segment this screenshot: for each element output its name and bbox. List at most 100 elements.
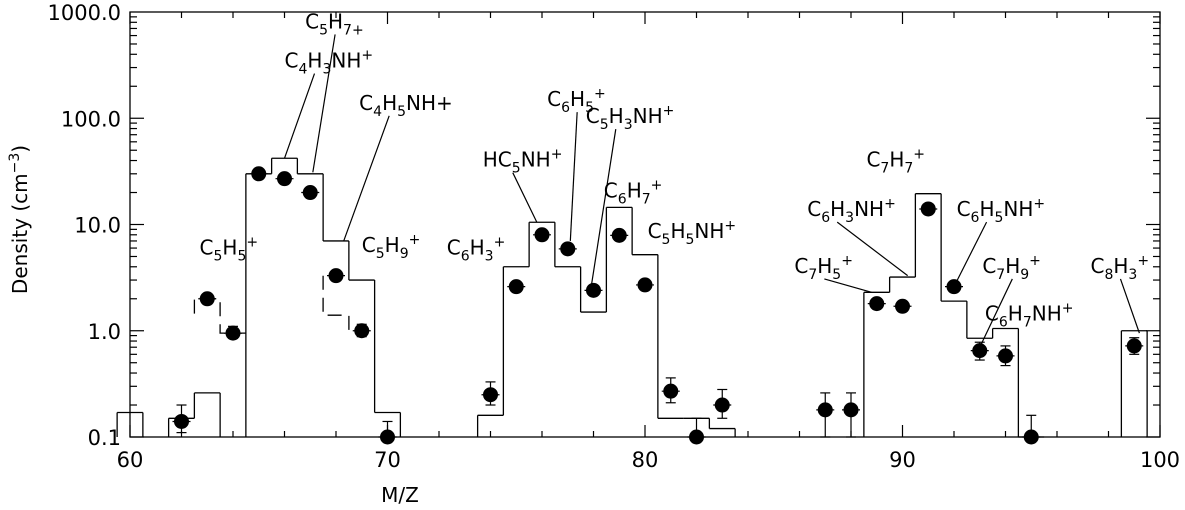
ion-label: C6H5+ — [547, 86, 606, 116]
data-marker — [174, 413, 189, 429]
data-marker — [637, 277, 653, 293]
data-point — [224, 325, 242, 341]
ion-annotation: C5H7+ — [305, 9, 364, 173]
ion-label: C4H3NH+ — [285, 48, 374, 78]
ion-annotation: C5H3NH+ — [586, 103, 674, 289]
data-marker — [199, 291, 215, 307]
data-marker — [920, 201, 936, 217]
ion-annotation: C5H9+ — [362, 232, 421, 262]
data-point — [816, 392, 835, 438]
annotation-leader — [979, 278, 1013, 348]
data-point — [507, 279, 526, 295]
data-point — [301, 185, 320, 201]
y-tick-label: 10.0 — [74, 214, 121, 238]
y-tick-label: 100.0 — [61, 107, 121, 131]
ion-label: C6H7+ — [604, 177, 663, 207]
ion-annotation: C6H3NH+ — [807, 196, 909, 277]
data-marker — [998, 348, 1013, 364]
y-tick-label: 1.0 — [88, 320, 121, 344]
data-marker — [328, 268, 344, 284]
ion-annotations: C5H5+ C4H3NH+ C5H7+ C4H5NH+ C5H9+ C6H3+ HC5NH+… — [200, 9, 1149, 348]
ion-annotation: C7H5+ — [794, 253, 872, 293]
data-marker — [714, 397, 730, 413]
ion-annotation: C6H5NH+ — [953, 196, 1046, 287]
data-point — [996, 345, 1015, 367]
data-marker — [895, 298, 910, 314]
ion-annotation: C8H3+ — [1090, 253, 1149, 334]
tick-labels: 60 70 80 90 100 0.1 1.0 10.0 100.0 1000.0 — [48, 1, 1181, 472]
ion-label: C6H5NH+ — [957, 196, 1046, 226]
annotation-leader — [824, 278, 872, 293]
ion-label: HC5NH+ — [483, 147, 563, 177]
data-point — [327, 268, 345, 284]
annotation-leader — [343, 115, 390, 242]
data-marker — [225, 325, 241, 341]
data-marker — [611, 227, 627, 243]
x-tick-label: 70 — [374, 448, 401, 472]
data-point — [275, 171, 294, 187]
ion-label: C5H5+ — [200, 235, 259, 265]
plot-frame — [129, 11, 1161, 438]
data-point — [636, 277, 654, 293]
data-marker — [251, 166, 267, 182]
annotation-leader — [512, 172, 538, 223]
data-point — [172, 404, 191, 434]
ion-annotation: C4H3NH+ — [283, 48, 374, 159]
annotation-leader — [283, 73, 316, 159]
ion-annotation: C5H5NH+ — [648, 218, 737, 248]
data-marker — [534, 227, 550, 243]
data-point — [378, 420, 397, 445]
annotation-leader — [953, 221, 988, 287]
y-tick-label: 1000.0 — [48, 1, 121, 25]
ion-annotation: C6H5+ — [547, 86, 606, 241]
data-point — [249, 166, 268, 182]
data-marker — [302, 185, 318, 201]
data-point — [661, 377, 680, 404]
ion-label: C4H5NH+ — [359, 91, 453, 120]
data-point — [1022, 414, 1041, 445]
ion-annotation: C4H5NH+ — [343, 91, 453, 242]
data-marker — [843, 402, 859, 418]
x-tick-label: 60 — [117, 448, 144, 472]
x-tick-label: 80 — [632, 448, 659, 472]
data-point — [713, 388, 732, 419]
data-point — [584, 282, 603, 298]
y-axis-title: Density (cm−3) — [7, 145, 32, 294]
data-marker — [277, 171, 292, 187]
x-tick-label: 100 — [1140, 448, 1180, 472]
ion-annotation: C5H5+ — [200, 235, 259, 265]
axis-ticks — [129, 12, 1161, 438]
ion-label: C5H5NH+ — [648, 218, 737, 248]
x-axis-title: M/Z — [381, 483, 419, 507]
data-point — [533, 227, 551, 243]
ion-label: C6H3+ — [447, 235, 506, 265]
data-marker — [508, 279, 524, 295]
ion-label: C5H9+ — [362, 232, 421, 262]
data-point — [867, 296, 886, 312]
annotation-leader — [590, 129, 617, 289]
ion-annotation: C7H9+ — [979, 253, 1041, 348]
ion-annotation: C6H7NH+ — [985, 300, 1074, 330]
data-marker — [586, 282, 601, 298]
annotation-leader — [836, 221, 909, 277]
model-dashed-step — [193, 275, 350, 334]
data-marker — [1126, 338, 1142, 354]
ion-label: C6H3NH+ — [807, 196, 896, 226]
ion-annotation: C6H3+ — [447, 235, 506, 265]
y-axis-title-exponent: −3 — [7, 153, 23, 174]
data-point — [970, 341, 989, 361]
model-dashed-line — [322, 275, 350, 331]
ion-label: C5H7+ — [305, 9, 364, 38]
data-point — [1125, 337, 1144, 355]
ion-annotation: C7H7+ — [866, 147, 925, 177]
data-point — [198, 291, 217, 307]
data-marker — [560, 241, 576, 257]
annotation-leader — [1119, 278, 1140, 334]
x-tick-label: 90 — [889, 448, 916, 472]
ion-label: C7H7+ — [866, 147, 925, 177]
data-point — [352, 323, 371, 339]
data-point — [842, 392, 860, 438]
data-point — [687, 417, 706, 445]
data-marker — [869, 296, 885, 312]
